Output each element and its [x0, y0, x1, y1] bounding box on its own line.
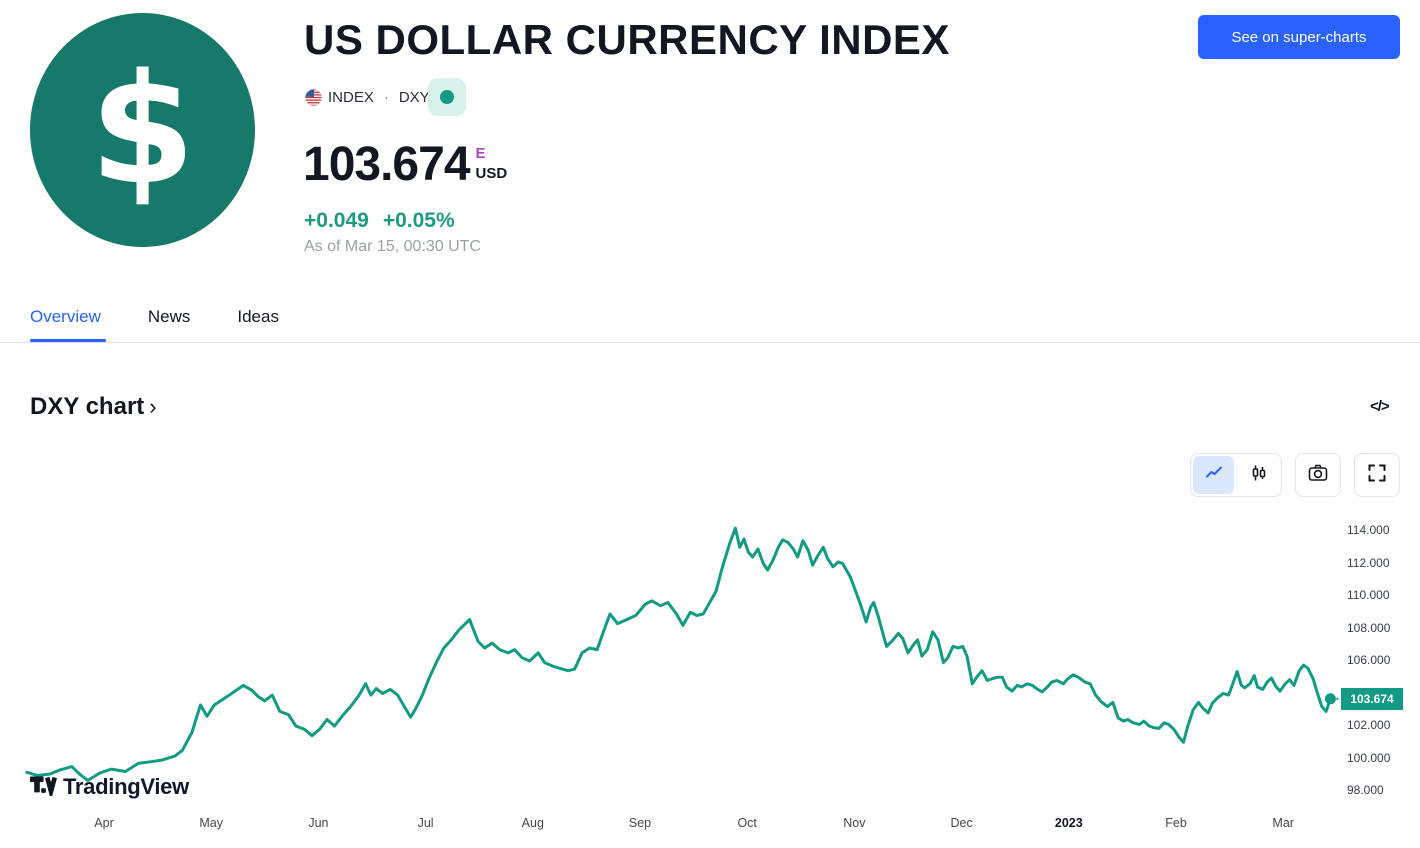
time-axis-label: Feb [1165, 816, 1187, 830]
time-axis-label: Oct [737, 816, 757, 830]
price-axis-label: 108.000 [1347, 620, 1391, 635]
symbol-ticker-label: DXY [398, 88, 430, 106]
snapshot-camera-button[interactable] [1295, 453, 1341, 497]
tab-bar-divider [0, 342, 1420, 343]
price-axis-label: 114.000 [1347, 523, 1390, 537]
camera-icon [1307, 462, 1329, 489]
line-chart-icon [1204, 463, 1224, 488]
chart-section-heading[interactable]: DXY chart › [30, 393, 157, 421]
tradingview-logo-icon [30, 772, 58, 801]
price-chart[interactable] [0, 515, 1420, 815]
market-status-badge[interactable] [428, 78, 466, 116]
chart-section-title: DXY chart [30, 393, 145, 420]
active-tab-underline [30, 339, 106, 342]
market-open-dot-icon [440, 90, 454, 104]
tab-bar: Overview News Ideas [30, 307, 279, 341]
last-price-axis-label: 103.674 [1341, 687, 1403, 710]
symbol-meta-row: INDEX · DXY [305, 80, 430, 114]
price-axis-label: 100.000 [1347, 750, 1391, 765]
time-axis-label: Jul [417, 816, 434, 830]
symbol-type-label: INDEX [328, 88, 374, 106]
tab-overview[interactable]: Overview [30, 307, 101, 326]
last-price: 103.674 [303, 138, 471, 191]
time-axis-label: Dec [950, 816, 973, 830]
price-block: 103.674 E USD [303, 138, 508, 191]
price-axis-label: 110.000 [1347, 588, 1390, 602]
time-axis-label: May [199, 816, 223, 830]
time-axis-label: Nov [843, 816, 866, 830]
time-axis-label: Apr [94, 816, 114, 830]
see-on-supercharts-button[interactable]: See on super-charts [1198, 15, 1400, 59]
time-axis-label: Sep [628, 816, 652, 830]
price-flag-e: E [475, 145, 486, 162]
tab-news[interactable]: News [147, 307, 191, 326]
time-axis-label: Aug [521, 816, 544, 830]
symbol-logo: $ [30, 13, 255, 247]
tradingview-watermark[interactable]: TradingView [30, 772, 189, 801]
time-axis-label: Jun [308, 816, 329, 830]
change-absolute: +0.049 [304, 209, 369, 232]
page-title: US DOLLAR CURRENCY INDEX [304, 16, 950, 63]
candlestick-style-button[interactable] [1238, 456, 1279, 494]
line-chart-style-button[interactable] [1193, 456, 1234, 494]
embed-code-icon[interactable]: </> [1370, 398, 1390, 415]
us-flag-icon [305, 88, 322, 106]
chart-style-segmented-control [1190, 453, 1282, 497]
tradingview-logo-text: TradingView [63, 773, 189, 799]
price-currency: USD [475, 164, 508, 182]
price-axis-label: 112.000 [1347, 555, 1390, 570]
price-axis-label: 106.000 [1347, 653, 1391, 667]
price-change-row: +0.049 +0.05% [304, 209, 469, 233]
candlestick-icon [1249, 463, 1269, 488]
dollar-sign-glyph: $ [89, 41, 196, 218]
price-axis-label: 98.000 [1347, 783, 1384, 797]
price-axis-label: 102.000 [1347, 718, 1391, 732]
fullscreen-icon [1366, 462, 1388, 489]
time-axis-label: 2023 [1054, 816, 1083, 830]
chevron-right-icon: › [149, 394, 157, 419]
as-of-timestamp: As of Mar 15, 00:30 UTC [304, 238, 481, 255]
last-price-dot-marker [1324, 693, 1336, 705]
change-percent: +0.05% [382, 209, 455, 232]
fullscreen-button[interactable] [1354, 453, 1400, 497]
tab-ideas[interactable]: Ideas [237, 307, 279, 326]
time-axis-label: Mar [1272, 816, 1294, 830]
price-line-series [25, 526, 1332, 782]
separator-dot: · [383, 88, 389, 106]
